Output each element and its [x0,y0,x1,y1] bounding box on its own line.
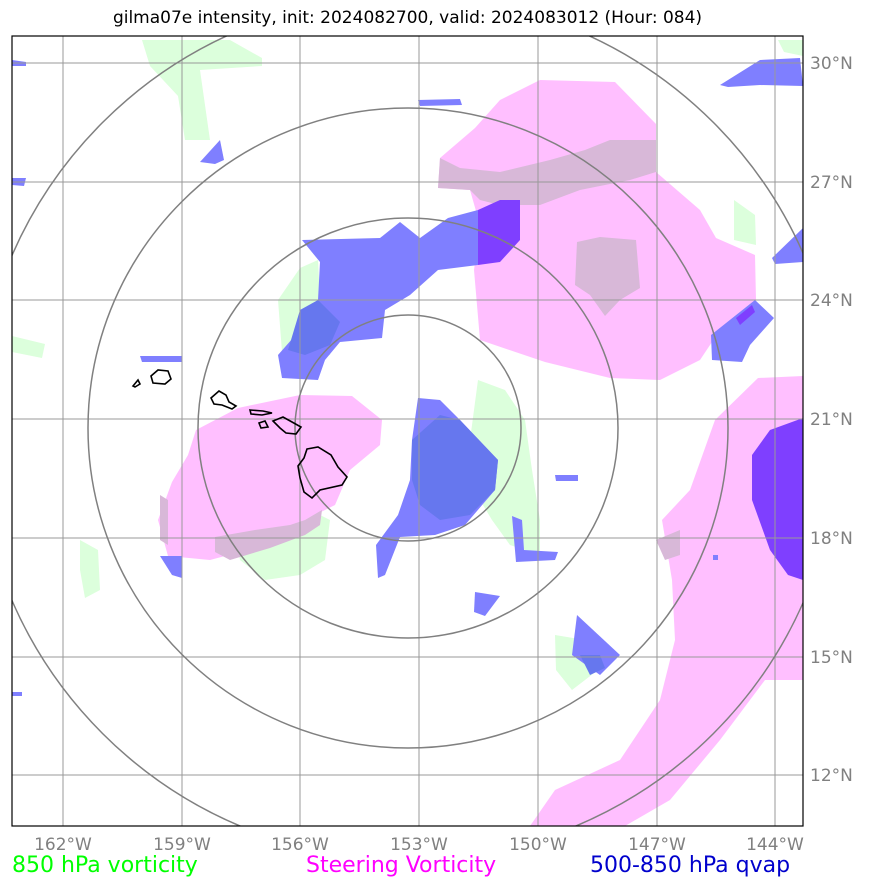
legend-850-vorticity: 850 hPa vorticity [12,853,198,878]
legend-steering-vorticity: Steering Vorticity [306,853,497,878]
longitude-labels: 162°W 159°W 156°W 153°W 150°W 147°W 144°… [34,835,804,855]
lat-tick: 30°N [810,54,853,74]
range-ring-3 [87,107,729,749]
lon-tick: 156°W [271,835,329,855]
lat-tick: 12°N [810,766,853,786]
graticule [12,36,803,826]
lon-tick: 153°W [390,835,448,855]
lat-tick: 27°N [810,173,853,193]
island-lanai [257,420,270,429]
lat-tick: 21°N [810,410,853,430]
island-kauai [150,369,172,385]
map-frame [11,35,804,827]
island-big-island [297,446,348,500]
island-molokai [248,409,273,416]
qvap-vorticity-overlap [288,300,605,675]
coastline-hawaii [131,369,348,500]
lon-tick: 150°W [509,835,567,855]
range-ring-2 [197,217,619,639]
lon-tick: 162°W [34,835,92,855]
steering-vorticity-fields [158,80,803,826]
range-rings [12,36,803,826]
map-title: gilma07e intensity, init: 2024082700, va… [112,8,703,28]
lat-tick: 24°N [810,291,853,311]
latitude-labels: 30°N 27°N 24°N 21°N 18°N 15°N 12°N [810,54,853,786]
lat-tick: 15°N [810,648,853,668]
island-maui [271,416,303,435]
legend-qvap: 500-850 hPa qvap [590,853,791,878]
island-niihau [131,378,142,388]
overlap-fields [160,140,680,560]
island-oahu [210,390,238,410]
lon-tick: 147°W [628,835,686,855]
range-ring-1 [294,314,522,542]
lon-tick: 159°W [153,835,211,855]
qvap-strong-fields [478,200,803,580]
lat-tick: 18°N [810,529,853,549]
lon-tick: 144°W [746,835,804,855]
